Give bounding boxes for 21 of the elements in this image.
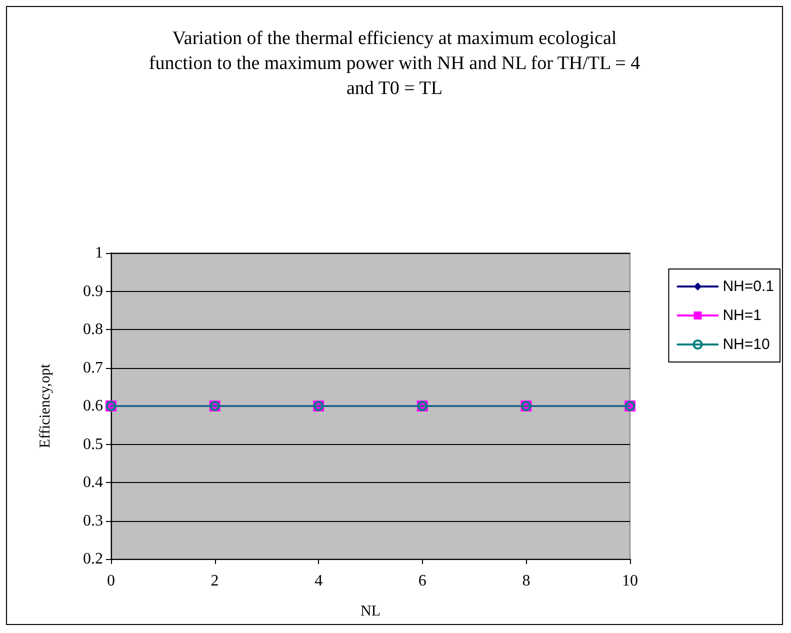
x-tick-label: 4 (314, 572, 323, 590)
x-tick-label: 2 (210, 572, 219, 590)
y-tick-label: 0.6 (83, 398, 103, 414)
y-tick-label: 0.4 (83, 474, 103, 491)
x-axis-title: NL (360, 604, 380, 620)
y-tick-label: 1 (95, 244, 103, 262)
legend-label: NH=1 (722, 307, 762, 324)
legend-label: NH=10 (722, 336, 770, 353)
chart-title: Variation of the thermal efficiency at maximum ecological function to the maximum power with NH and NL for TH/TL = 4 and T0 = TL (148, 28, 641, 99)
x-tick-label: 6 (418, 572, 426, 590)
x-tick-label: 0 (107, 572, 115, 590)
y-tick-label: 0.5 (83, 436, 103, 453)
legend-label: NH=0.1 (722, 278, 774, 295)
x-tick-label: 8 (522, 572, 530, 590)
y-tick-label: 0.3 (83, 512, 103, 530)
y-tick-label: 0.9 (83, 282, 103, 300)
y-tick-label: 0.7 (83, 359, 103, 376)
x-tick-label: 10 (622, 572, 638, 590)
y-tick-label: 0.2 (83, 550, 103, 568)
y-axis-title: Efficiency,opt (38, 363, 54, 448)
y-tick-label: 0.8 (83, 321, 103, 338)
